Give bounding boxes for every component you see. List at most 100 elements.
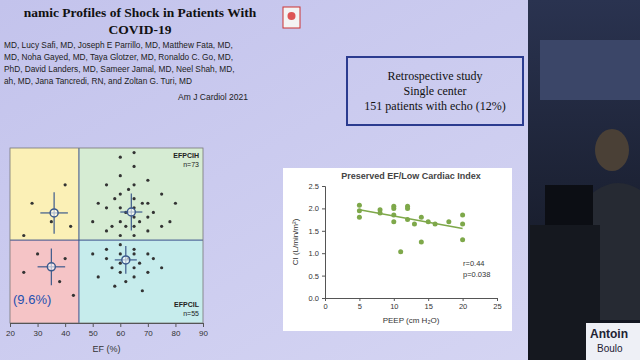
y-axis-title: CI (L/min/m²) (291, 218, 300, 265)
slide-title: COVID-19 (109, 22, 172, 37)
y-axis-tick: 1.5 (309, 227, 325, 236)
y-axis-tick-label: 0.0 (309, 294, 319, 303)
journal-logo-mark (288, 12, 296, 20)
scatter-point (146, 229, 149, 232)
quadrant-low-ef-low-ci (10, 240, 79, 323)
scatter-point (405, 206, 410, 211)
x-axis-tick-label: 15 (425, 302, 433, 311)
x-axis-tick-mark (463, 298, 464, 301)
x-axis-tick-mark (148, 323, 149, 327)
x-axis-tick-label: 90 (199, 329, 208, 338)
y-axis-tick-mark (322, 208, 325, 209)
scatter-point (132, 266, 135, 269)
x-axis-tick-mark (175, 323, 176, 327)
y-axis-tick-mark (322, 298, 325, 299)
annotation: n=55 (183, 310, 199, 317)
x-axis-tick-label: 70 (144, 329, 153, 338)
y-axis-tick-label: 1.5 (309, 227, 319, 236)
scatter-point (419, 240, 424, 245)
x-axis-tick: 60 (116, 323, 125, 338)
y-axis-tick: 0.5 (309, 272, 325, 281)
x-axis-tick-label: 30 (34, 329, 43, 338)
author-line: ah, MD, Jana Tancredi, RN, and Zoltan G.… (4, 76, 192, 86)
author-line: MD, Lucy Safi, MD, Joseph E Parrillo, MD… (4, 40, 233, 50)
trend-line (359, 210, 462, 229)
scatter-point (22, 234, 25, 237)
x-axis-tick: 20 (6, 323, 15, 338)
x-axis-tick-mark (93, 323, 94, 327)
mean-marker (47, 263, 55, 271)
x-axis-tick-label: 40 (61, 329, 70, 338)
mean-marker (50, 209, 58, 217)
scatter-point (141, 289, 144, 292)
scatter-point (460, 222, 465, 227)
scatter-point (105, 257, 108, 260)
scatter-point (446, 219, 451, 224)
x-axis-tick-mark (120, 323, 121, 327)
scatter-point (132, 234, 135, 237)
scatter-point (119, 271, 122, 274)
x-axis-tick: 30 (34, 323, 43, 338)
scatter-point (22, 271, 25, 274)
x-axis-tick-label: 20 (459, 302, 467, 311)
scatter-point (152, 211, 155, 214)
x-axis-title: EF (%) (93, 344, 121, 354)
scatter-point (105, 248, 108, 251)
x-axis-tick-mark (428, 298, 429, 301)
slide: namic Profiles of Shock in Patients With… (0, 0, 640, 360)
y-axis-line (322, 187, 326, 299)
scatter-point (110, 225, 113, 228)
x-axis-title: PEEP (cm H₂O) (383, 316, 440, 325)
x-axis-tick-mark (203, 323, 204, 327)
scatter-point (69, 225, 72, 228)
scatter-point (105, 183, 108, 186)
quadrant-low-ef-high-ci (10, 148, 79, 240)
scatter-point (127, 188, 130, 191)
y-axis-tick: 0.0 (309, 294, 325, 303)
scatter-point (132, 165, 135, 168)
x-axis-tick-label: 80 (171, 329, 180, 338)
scatter-point (91, 252, 94, 255)
scatter-point (412, 222, 417, 227)
y-axis-tick-mark (322, 186, 325, 187)
x-axis-tick-label: 50 (89, 329, 98, 338)
scatter-point (110, 266, 113, 269)
scatter-point (141, 202, 144, 205)
scatter-point (160, 225, 163, 228)
scatter-point (460, 237, 465, 242)
annotation: n=73 (183, 161, 199, 168)
scatter-point (119, 234, 122, 237)
x-axis-tick: 50 (89, 323, 98, 338)
annotation: r=0.44 (463, 259, 484, 268)
scatter-point (97, 202, 100, 205)
scatter-point (152, 257, 155, 260)
name-plate (586, 323, 640, 360)
scatter-point (64, 183, 67, 186)
x-axis-line (326, 299, 498, 302)
scatter-point (124, 280, 127, 283)
scatter-point (391, 206, 396, 211)
info-box (347, 57, 523, 125)
scatter-point (36, 252, 39, 255)
info-box-line: Single center (404, 84, 467, 98)
x-axis-tick-mark (394, 298, 395, 301)
y-axis-tick-label: 2.5 (309, 182, 319, 191)
speaker-name: Boulo (597, 343, 623, 354)
info-box-line: Retrospective study (388, 69, 483, 83)
scatter-point (132, 183, 135, 186)
plot-frame (10, 148, 203, 323)
y-axis-tick: 1.0 (309, 249, 325, 258)
background (0, 0, 640, 360)
x-axis: 0510152025 (323, 298, 501, 311)
scatter-point (146, 252, 149, 255)
info-box-line: 151 patients with echo (12%) (364, 99, 505, 113)
x-axis-tick: 40 (61, 323, 70, 338)
y-axis-tick-mark (322, 276, 325, 277)
scatter-point (146, 179, 149, 182)
x-axis-tick-mark (359, 298, 360, 301)
scatter-point (119, 192, 122, 195)
scatter-point (460, 213, 465, 218)
scatter-point (97, 275, 100, 278)
x-axis-tick: 5 (358, 298, 362, 311)
scatter-point (419, 215, 424, 220)
